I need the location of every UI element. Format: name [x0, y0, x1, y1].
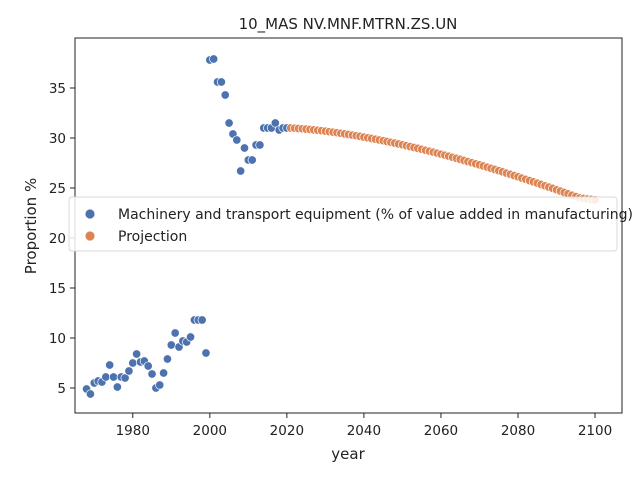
data-point-machinery: [216, 77, 226, 87]
data-point-machinery: [197, 315, 207, 325]
chart-title: 10_MAS NV.MNF.MTRN.ZS.UN: [239, 15, 458, 34]
y-axis-label: Proportion %: [22, 178, 40, 274]
data-point-machinery: [255, 140, 265, 150]
data-point-machinery: [108, 372, 119, 382]
x-tick-label: 2060: [424, 423, 458, 439]
y-tick-label: 35: [49, 81, 66, 97]
data-point-machinery: [186, 332, 196, 342]
data-point-machinery: [147, 369, 157, 379]
data-point-machinery: [232, 135, 242, 145]
data-point-machinery: [159, 368, 169, 378]
x-tick-label: 2020: [270, 423, 304, 439]
x-tick-label: 1980: [116, 423, 150, 439]
legend: Machinery and transport equipment (% of …: [68, 196, 633, 252]
data-point-machinery: [162, 354, 172, 364]
data-point-machinery: [201, 348, 211, 358]
data-point-machinery: [155, 380, 165, 390]
data-point-machinery: [224, 118, 234, 128]
data-point-machinery: [236, 166, 246, 176]
legend-label-projection: Projection: [118, 229, 187, 245]
x-tick-label: 2080: [501, 423, 535, 439]
data-point-machinery: [105, 360, 115, 370]
data-point-machinery: [112, 382, 122, 392]
data-point-machinery: [101, 372, 111, 382]
data-point-machinery: [128, 358, 138, 368]
data-point-machinery: [124, 366, 134, 376]
x-axis-label: year: [331, 445, 365, 463]
data-point-machinery: [143, 361, 153, 371]
data-point-machinery: [220, 90, 230, 100]
y-tick-label: 10: [49, 331, 66, 347]
y-tick-label: 25: [49, 181, 66, 197]
data-point-machinery: [209, 54, 219, 64]
x-tick-label: 2040: [347, 423, 381, 439]
data-point-machinery: [170, 328, 180, 338]
legend-label-machinery: Machinery and transport equipment (% of …: [118, 207, 633, 223]
data-point-machinery: [247, 155, 257, 165]
y-tick-label: 30: [49, 131, 66, 147]
data-point-machinery: [166, 340, 176, 350]
legend-box: [68, 196, 618, 252]
y-axis-ticks: 5 10 15 20 25 30 35: [49, 81, 75, 397]
x-tick-label: 2000: [193, 423, 227, 439]
x-axis-ticks: 1980 2000 2020 2040 2060 2080 2100: [116, 413, 612, 439]
data-point-machinery: [132, 349, 142, 359]
y-tick-label: 15: [49, 281, 66, 297]
data-point-machinery: [270, 118, 280, 128]
data-point-machinery: [85, 389, 95, 399]
legend-marker-projection: [84, 230, 96, 242]
data-points: [82, 54, 600, 399]
data-point-machinery: [239, 143, 250, 153]
x-tick-label: 2100: [578, 423, 612, 439]
y-tick-label: 5: [57, 381, 66, 397]
y-tick-label: 20: [49, 231, 66, 247]
data-point-machinery: [120, 373, 130, 383]
legend-marker-machinery: [84, 208, 96, 220]
